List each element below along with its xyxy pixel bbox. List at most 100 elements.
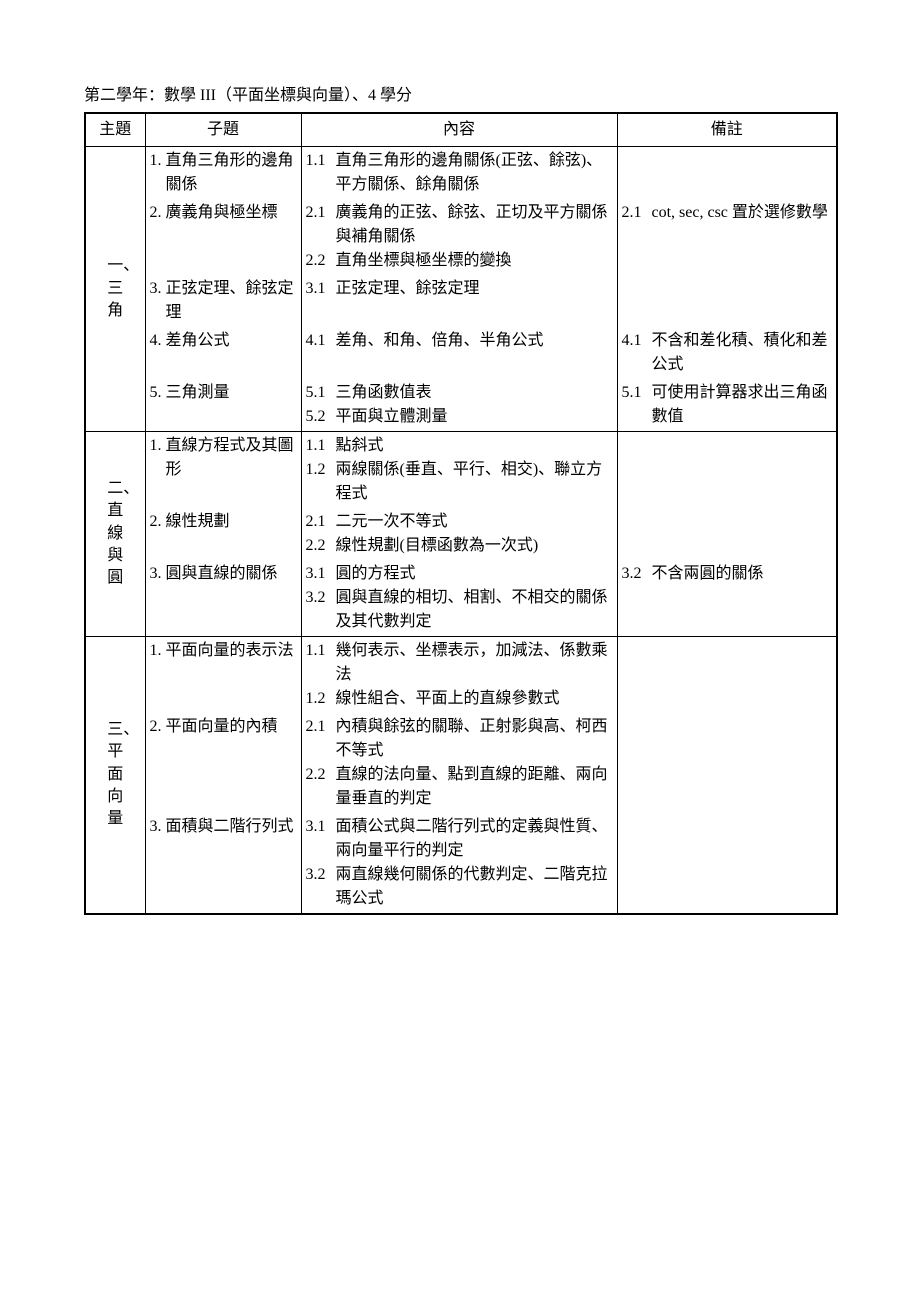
content-line: 2.1廣義角的正弦、餘弦、正切及平方關係與補角關係 xyxy=(306,201,613,249)
line-number: 2.2 xyxy=(306,534,336,558)
line-number: 5.2 xyxy=(306,405,336,429)
content-cell: 2.1二元一次不等式2.2線性規劃(目標函數為一次式) xyxy=(301,508,617,560)
content-line: 2.1二元一次不等式 xyxy=(306,510,613,534)
table-row: 2.線性規劃2.1二元一次不等式2.2線性規劃(目標函數為一次式) xyxy=(85,508,837,560)
subtopic-cell: 2.平面向量的內積 xyxy=(145,713,301,813)
content-line: 1.1幾何表示、坐標表示，加減法、係數乘法 xyxy=(306,639,613,687)
subtopic-cell: 3.圓與直線的關係 xyxy=(145,560,301,637)
line-number: 2. xyxy=(150,201,166,225)
line-text: 二元一次不等式 xyxy=(336,510,613,534)
content-line: 1.直角三角形的邊角關係 xyxy=(150,149,297,197)
content-cell: 2.1廣義角的正弦、餘弦、正切及平方關係與補角關係2.2直角坐標與極坐標的變換 xyxy=(301,199,617,275)
content-cell: 5.1三角函數值表5.2平面與立體測量 xyxy=(301,379,617,432)
note-cell xyxy=(617,813,837,914)
line-text: 兩直線幾何關係的代數判定、二階克拉瑪公式 xyxy=(336,863,613,911)
line-number: 5.1 xyxy=(622,381,652,429)
line-number: 1.1 xyxy=(306,149,336,197)
table-row: 3.正弦定理、餘弦定理3.1正弦定理、餘弦定理 xyxy=(85,275,837,327)
line-text: 線性組合、平面上的直線參數式 xyxy=(336,687,613,711)
content-line: 2.2線性規劃(目標函數為一次式) xyxy=(306,534,613,558)
table-row: 2.平面向量的內積2.1內積與餘弦的關聯、正射影與高、柯西不等式2.2直線的法向… xyxy=(85,713,837,813)
line-text: 平面向量的內積 xyxy=(166,715,297,739)
subtopic-cell: 1.直線方程式及其圖形 xyxy=(145,432,301,509)
content-line: 3.1面積公式與二階行列式的定義與性質、兩向量平行的判定 xyxy=(306,815,613,863)
content-line: 1.2兩線關係(垂直、平行、相交)、聯立方程式 xyxy=(306,458,613,506)
line-number: 2.2 xyxy=(306,763,336,811)
line-number: 3. xyxy=(150,277,166,325)
content-line: 4.1不含和差化積、積化和差公式 xyxy=(622,329,833,377)
content-line: 2.2直線的法向量、點到直線的距離、兩向量垂直的判定 xyxy=(306,763,613,811)
line-number: 1.2 xyxy=(306,458,336,506)
note-cell: 5.1可使用計算器求出三角函數值 xyxy=(617,379,837,432)
line-number: 5. xyxy=(150,381,166,405)
content-line: 3.1正弦定理、餘弦定理 xyxy=(306,277,613,301)
line-text: 面積公式與二階行列式的定義與性質、兩向量平行的判定 xyxy=(336,815,613,863)
content-line: 5.2平面與立體測量 xyxy=(306,405,613,429)
content-line: 5.1三角函數值表 xyxy=(306,381,613,405)
line-number: 3.1 xyxy=(306,815,336,863)
line-number: 4. xyxy=(150,329,166,353)
content-line: 3.面積與二階行列式 xyxy=(150,815,297,839)
content-line: 1.1直角三角形的邊角關係(正弦、餘弦)、平方關係、餘角關係 xyxy=(306,149,613,197)
line-number: 1.1 xyxy=(306,639,336,687)
line-text: 不含和差化積、積化和差公式 xyxy=(652,329,833,377)
content-line: 2.線性規劃 xyxy=(150,510,297,534)
line-number: 2. xyxy=(150,510,166,534)
subtopic-cell: 3.正弦定理、餘弦定理 xyxy=(145,275,301,327)
line-number: 3. xyxy=(150,815,166,839)
line-number: 3.2 xyxy=(622,562,652,586)
note-cell xyxy=(617,275,837,327)
content-line: 3.圓與直線的關係 xyxy=(150,562,297,586)
line-text: 正弦定理、餘弦定理 xyxy=(166,277,297,325)
line-text: 直角坐標與極坐標的變換 xyxy=(336,249,613,273)
topic-cell: 三、平面向量 xyxy=(85,637,145,915)
note-cell: 2.1cot, sec, csc 置於選修數學 xyxy=(617,199,837,275)
table-row: 5.三角測量5.1三角函數值表5.2平面與立體測量5.1可使用計算器求出三角函數… xyxy=(85,379,837,432)
subtopic-cell: 3.面積與二階行列式 xyxy=(145,813,301,914)
table-row: 二、直線與圓1.直線方程式及其圖形1.1點斜式1.2兩線關係(垂直、平行、相交)… xyxy=(85,432,837,509)
content-cell: 3.1圓的方程式3.2圓與直線的相切、相割、不相交的關係及其代數判定 xyxy=(301,560,617,637)
content-cell: 1.1點斜式1.2兩線關係(垂直、平行、相交)、聯立方程式 xyxy=(301,432,617,509)
line-text: 三角函數值表 xyxy=(336,381,613,405)
line-number: 3.2 xyxy=(306,586,336,634)
subtopic-cell: 4.差角公式 xyxy=(145,327,301,379)
note-cell xyxy=(617,637,837,714)
content-line: 1.1點斜式 xyxy=(306,434,613,458)
content-line: 4.差角公式 xyxy=(150,329,297,353)
line-number: 3.1 xyxy=(306,277,336,301)
table-row: 3.面積與二階行列式3.1面積公式與二階行列式的定義與性質、兩向量平行的判定3.… xyxy=(85,813,837,914)
line-text: 廣義角與極坐標 xyxy=(166,201,297,225)
line-number: 4.1 xyxy=(306,329,336,353)
topic-label: 二、直線與圓 xyxy=(107,478,123,590)
line-text: 圓與直線的相切、相割、不相交的關係及其代數判定 xyxy=(336,586,613,634)
line-text: 差角公式 xyxy=(166,329,297,353)
content-line: 1.直線方程式及其圖形 xyxy=(150,434,297,482)
content-line: 2.平面向量的內積 xyxy=(150,715,297,739)
line-number: 4.1 xyxy=(622,329,652,377)
line-text: 圓與直線的關係 xyxy=(166,562,297,586)
line-text: 平面向量的表示法 xyxy=(166,639,297,663)
note-cell xyxy=(617,432,837,509)
line-text: 三角測量 xyxy=(166,381,297,405)
content-line: 2.廣義角與極坐標 xyxy=(150,201,297,225)
line-number: 2.1 xyxy=(622,201,652,225)
subtopic-cell: 1.直角三角形的邊角關係 xyxy=(145,147,301,200)
line-number: 1. xyxy=(150,434,166,482)
line-text: 圓的方程式 xyxy=(336,562,613,586)
line-number: 2.2 xyxy=(306,249,336,273)
line-number: 5.1 xyxy=(306,381,336,405)
line-text: 差角、和角、倍角、半角公式 xyxy=(336,329,613,353)
line-text: 直線的法向量、點到直線的距離、兩向量垂直的判定 xyxy=(336,763,613,811)
topic-label: 一、三角 xyxy=(107,255,123,322)
content-cell: 1.1直角三角形的邊角關係(正弦、餘弦)、平方關係、餘角關係 xyxy=(301,147,617,200)
content-line: 2.1cot, sec, csc 置於選修數學 xyxy=(622,201,833,225)
topic-cell: 二、直線與圓 xyxy=(85,432,145,637)
header-topic: 主題 xyxy=(85,113,145,147)
content-cell: 4.1差角、和角、倍角、半角公式 xyxy=(301,327,617,379)
line-number: 1. xyxy=(150,149,166,197)
content-cell: 2.1內積與餘弦的關聯、正射影與高、柯西不等式2.2直線的法向量、點到直線的距離… xyxy=(301,713,617,813)
subtopic-cell: 2.廣義角與極坐標 xyxy=(145,199,301,275)
content-cell: 1.1幾何表示、坐標表示，加減法、係數乘法1.2線性組合、平面上的直線參數式 xyxy=(301,637,617,714)
page-title: 第二學年：數學 III（平面坐標與向量）、4 學分 xyxy=(84,84,836,108)
table-row: 3.圓與直線的關係3.1圓的方程式3.2圓與直線的相切、相割、不相交的關係及其代… xyxy=(85,560,837,637)
